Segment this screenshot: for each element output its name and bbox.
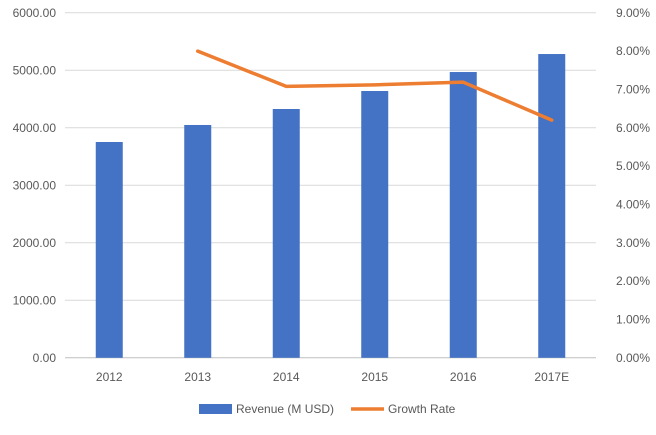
legend-swatch-revenue [199,404,232,414]
x-tick-label: 2017E [534,370,569,384]
y-right-tick-label: 5.00% [616,159,650,173]
x-tick-label: 2016 [450,370,477,384]
revenue-bar-2013 [184,125,211,358]
y-left-tick-label: 0.00 [33,351,57,365]
y-right-tick-label: 1.00% [616,312,650,326]
y-left-tick-label: 4000.00 [13,121,57,135]
x-tick-label: 2015 [361,370,388,384]
y-left-tick-label: 1000.00 [13,293,57,307]
revenue-bar-2016 [450,72,477,358]
legend-label-revenue: Revenue (M USD) [236,402,334,416]
y-right-tick-label: 2.00% [616,274,650,288]
y-left-tick-label: 2000.00 [13,236,57,250]
y-right-tick-label: 8.00% [616,44,650,58]
y-right-tick-label: 7.00% [616,82,650,96]
revenue-bar-2017E [538,54,565,358]
y-right-tick-label: 4.00% [616,197,650,211]
y-right-tick-label: 9.00% [616,6,650,20]
y-left-tick-label: 3000.00 [13,178,57,192]
y-right-tick-label: 6.00% [616,121,650,135]
revenue-bar-2014 [273,109,300,358]
legend-label-growth-rate: Growth Rate [388,402,456,416]
y-left-tick-label: 5000.00 [13,63,57,77]
revenue-bar-2012 [96,142,123,358]
y-left-tick-label: 6000.00 [13,6,57,20]
x-tick-label: 2012 [96,370,123,384]
x-tick-label: 2014 [273,370,300,384]
x-tick-label: 2013 [184,370,211,384]
y-right-tick-label: 0.00% [616,351,650,365]
y-right-tick-label: 3.00% [616,236,650,250]
revenue-bar-2015 [361,91,388,358]
